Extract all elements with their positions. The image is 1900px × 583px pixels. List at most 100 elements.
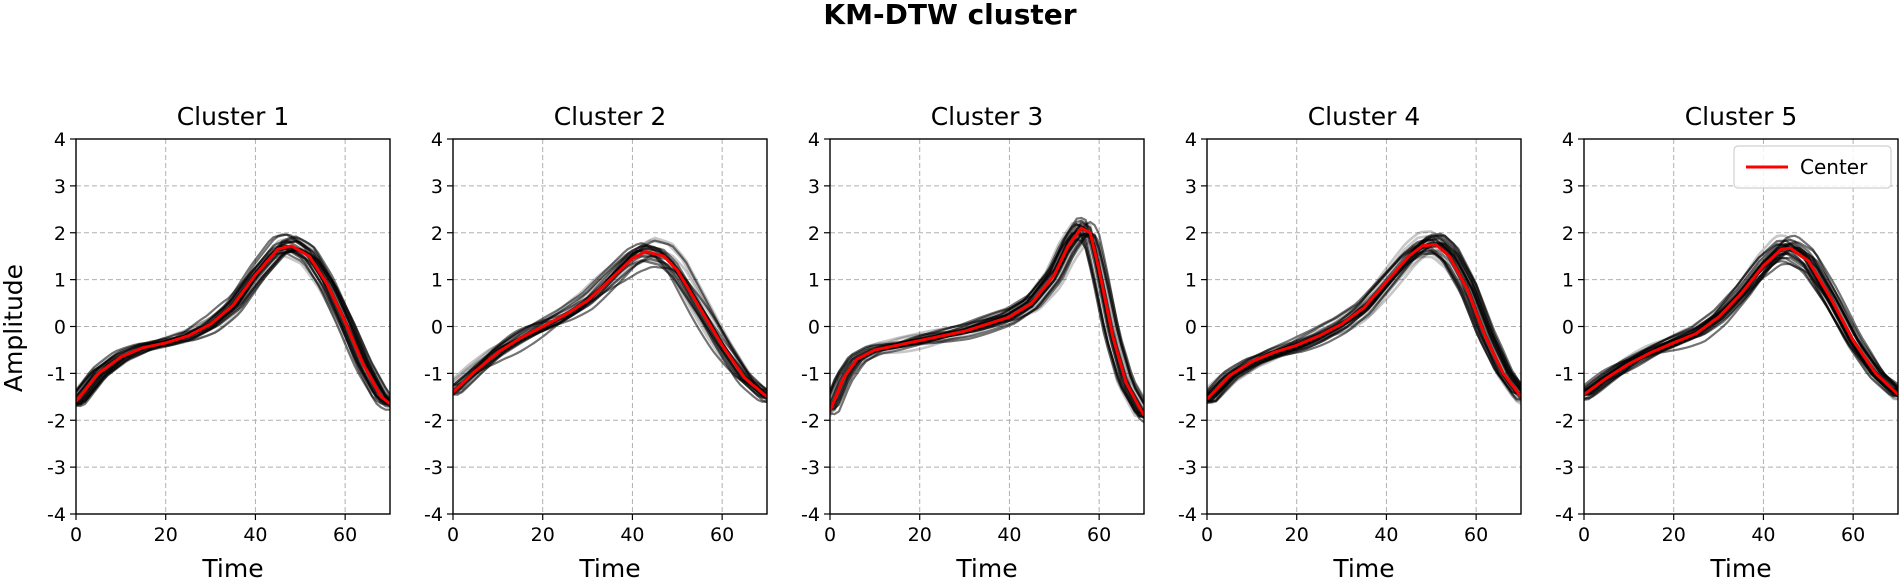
subplot-title: Cluster 4 bbox=[1308, 102, 1421, 131]
y-axis-label: Amplitude bbox=[0, 264, 28, 392]
y-tick-label: -2 bbox=[1555, 410, 1574, 432]
member-trace bbox=[830, 223, 1144, 418]
x-tick-label: 0 bbox=[1578, 524, 1590, 546]
y-tick-label: -4 bbox=[1555, 504, 1574, 526]
y-tick-label: -2 bbox=[47, 410, 66, 432]
member-traces bbox=[76, 233, 390, 411]
subplot-cluster-5: 0 20 40 60 -4 -3 -2 -1 0 1 2 3 4 Cluster 5 Time Center bbox=[1555, 102, 1899, 583]
x-axis-label: Time bbox=[201, 554, 263, 583]
member-trace bbox=[1207, 241, 1521, 399]
subplot-title: Cluster 3 bbox=[931, 102, 1044, 131]
x-tick-label: 20 bbox=[154, 524, 178, 546]
x-tick-label: 40 bbox=[1751, 524, 1775, 546]
member-traces bbox=[1584, 234, 1898, 401]
x-tick-label: 20 bbox=[1662, 524, 1686, 546]
y-tick-label: 2 bbox=[1185, 223, 1197, 245]
x-tick-label: 40 bbox=[620, 524, 644, 546]
x-tick-label: 60 bbox=[333, 524, 357, 546]
member-trace bbox=[453, 239, 767, 395]
y-tick-label: 3 bbox=[1185, 176, 1197, 198]
x-tick-label: 0 bbox=[70, 524, 82, 546]
grid-lines bbox=[453, 139, 767, 514]
y-tick-label: 2 bbox=[54, 223, 66, 245]
y-tick-label: 4 bbox=[808, 129, 820, 151]
member-trace bbox=[453, 265, 767, 397]
y-tick-label: 0 bbox=[808, 317, 820, 339]
y-tick-label: -4 bbox=[1178, 504, 1197, 526]
y-tick-label: 2 bbox=[808, 223, 820, 245]
x-axis-label: Time bbox=[578, 554, 640, 583]
member-trace bbox=[76, 248, 390, 403]
x-tick-label: 40 bbox=[243, 524, 267, 546]
y-tick-label: -4 bbox=[47, 504, 66, 526]
y-tick-label: 1 bbox=[1562, 270, 1574, 292]
legend-label: Center bbox=[1800, 155, 1868, 179]
member-trace bbox=[453, 247, 767, 402]
y-tick-label: 3 bbox=[431, 176, 443, 198]
y-tick-label: 4 bbox=[1185, 129, 1197, 151]
x-tick-label: 0 bbox=[447, 524, 459, 546]
member-traces bbox=[1207, 230, 1521, 405]
member-trace bbox=[1207, 250, 1521, 402]
subplot-cluster-3: 0 20 40 60 -4 -3 -2 -1 0 1 2 3 4 Cluster 3 Time bbox=[801, 102, 1145, 583]
y-tick-label: -1 bbox=[1178, 363, 1197, 385]
x-tick-label: 60 bbox=[1087, 524, 1111, 546]
y-tick-label: 0 bbox=[431, 317, 443, 339]
y-tick-label: 3 bbox=[1562, 176, 1574, 198]
y-tick-label: 3 bbox=[54, 176, 66, 198]
y-tick-label: -2 bbox=[801, 410, 820, 432]
x-tick-label: 60 bbox=[1464, 524, 1488, 546]
x-tick-label: 0 bbox=[1201, 524, 1213, 546]
y-tick-label: 1 bbox=[1185, 270, 1197, 292]
y-tick-label: -3 bbox=[1178, 457, 1197, 479]
x-tick-label: 60 bbox=[1841, 524, 1865, 546]
x-tick-label: 20 bbox=[531, 524, 555, 546]
y-tick-label: 0 bbox=[1562, 317, 1574, 339]
member-trace bbox=[453, 236, 767, 395]
y-tick-label: -1 bbox=[47, 363, 66, 385]
subplot-cluster-4: 0 20 40 60 -4 -3 -2 -1 0 1 2 3 4 Cluster 4 Time bbox=[1178, 102, 1522, 583]
subplot-cluster-2: 0 20 40 60 -4 -3 -2 -1 0 1 2 3 4 Cluster 2 Time bbox=[424, 102, 768, 583]
y-tick-label: -3 bbox=[424, 457, 443, 479]
y-tick-label: -2 bbox=[1178, 410, 1197, 432]
x-axis-label: Time bbox=[1332, 554, 1394, 583]
member-trace bbox=[76, 250, 390, 404]
x-tick-label: 20 bbox=[908, 524, 932, 546]
member-trace bbox=[1584, 247, 1898, 396]
y-tick-label: -4 bbox=[801, 504, 820, 526]
center-line bbox=[76, 244, 390, 405]
y-tick-label: 1 bbox=[54, 270, 66, 292]
y-tick-label: -3 bbox=[47, 457, 66, 479]
y-tick-label: 0 bbox=[54, 317, 66, 339]
subplot-cluster-1: 0 20 40 60 -4 -3 -2 -1 0 1 2 3 4 Cluster 1 Time bbox=[47, 102, 391, 583]
center-line bbox=[1584, 246, 1898, 396]
y-tick-label: 1 bbox=[431, 270, 443, 292]
figure-title: KM-DTW cluster bbox=[823, 0, 1076, 31]
center-line bbox=[830, 226, 1144, 417]
member-trace bbox=[830, 238, 1144, 414]
center-line bbox=[453, 250, 767, 398]
y-tick-label: 4 bbox=[54, 129, 66, 151]
member-traces bbox=[453, 236, 767, 404]
legend-box bbox=[1733, 145, 1892, 189]
y-tick-label: -1 bbox=[1555, 363, 1574, 385]
x-axis-label: Time bbox=[955, 554, 1017, 583]
y-tick-label: -3 bbox=[801, 457, 820, 479]
subplot-title: Cluster 5 bbox=[1685, 102, 1798, 131]
y-tick-label: 3 bbox=[808, 176, 820, 198]
y-tick-label: 1 bbox=[808, 270, 820, 292]
member-traces bbox=[830, 216, 1144, 424]
x-tick-label: 60 bbox=[710, 524, 734, 546]
legend: Center bbox=[1733, 145, 1892, 189]
member-trace bbox=[1207, 252, 1521, 399]
y-tick-label: -1 bbox=[801, 363, 820, 385]
y-tick-label: 2 bbox=[431, 223, 443, 245]
x-tick-label: 0 bbox=[824, 524, 836, 546]
y-tick-label: -3 bbox=[1555, 457, 1574, 479]
grid-lines bbox=[76, 139, 390, 514]
x-axis-label: Time bbox=[1709, 554, 1771, 583]
y-tick-label: 4 bbox=[1562, 129, 1574, 151]
member-trace bbox=[453, 242, 767, 399]
